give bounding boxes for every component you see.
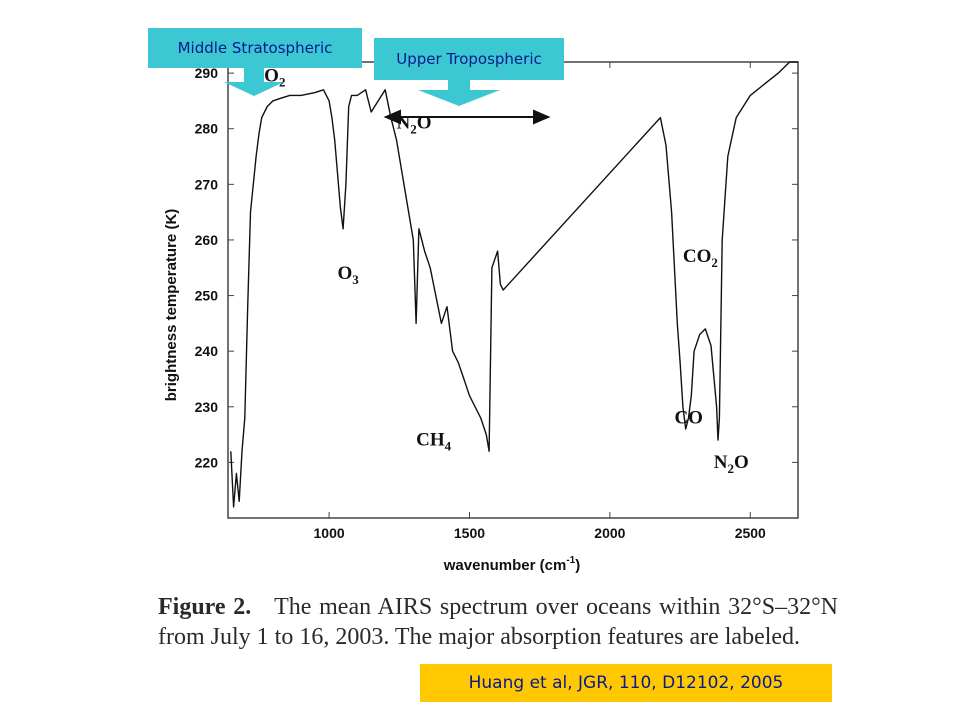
- caption-label: Figure 2.: [158, 594, 252, 620]
- middle-callout-arrow: [224, 68, 284, 96]
- x-axis-label: wavenumber (cm-1): [443, 555, 580, 574]
- figure-caption: Figure 2. The mean AIRS spectrum over oc…: [158, 592, 838, 652]
- middle-stratospheric-callout: Middle Stratospheric: [148, 28, 362, 68]
- series-line: [230, 61, 798, 508]
- y-tick-label: 270: [195, 176, 219, 192]
- series-group: [230, 61, 798, 508]
- upper-tropospheric-callout: Upper Tropospheric: [374, 38, 564, 80]
- x-tick-label: 2500: [735, 525, 766, 541]
- x-axis-label-tail: ): [575, 557, 580, 574]
- y-tick-label: 280: [195, 121, 219, 137]
- y-tick-label: 260: [195, 232, 219, 248]
- feature-label: CH4: [416, 430, 452, 454]
- feature-label: CO2: [683, 246, 718, 270]
- y-tick-label: 230: [195, 399, 219, 415]
- plot-frame: [227, 61, 799, 519]
- x-tick-label: 2000: [594, 525, 625, 541]
- caption-text: The mean AIRS spectrum over oceans withi…: [158, 594, 839, 650]
- feature-label: N2O: [714, 452, 749, 476]
- citation-badge: Huang et al, JGR, 110, D12102, 2005: [420, 664, 832, 702]
- x-axis-label-main: wavenumber (cm: [443, 557, 567, 574]
- y-axis-label: brightness temperature (K): [163, 209, 180, 402]
- axis-ticks: 1000 1500 2000 2500 220 230 240 250 260 270 280 290: [195, 62, 798, 541]
- y-tick-label: 250: [195, 288, 219, 304]
- upper-callout-arrow: [418, 80, 500, 106]
- x-tick-label: 1000: [314, 525, 345, 541]
- x-tick-label: 1500: [454, 525, 485, 541]
- y-tick-label: 240: [195, 343, 219, 359]
- y-tick-label: 220: [195, 454, 219, 470]
- feature-label: CO: [674, 407, 703, 428]
- feature-label: O3: [338, 263, 360, 287]
- x-axis-label-sup: -1: [566, 555, 575, 566]
- h2o-arrow: [383, 109, 551, 125]
- y-tick-label: 290: [195, 65, 219, 81]
